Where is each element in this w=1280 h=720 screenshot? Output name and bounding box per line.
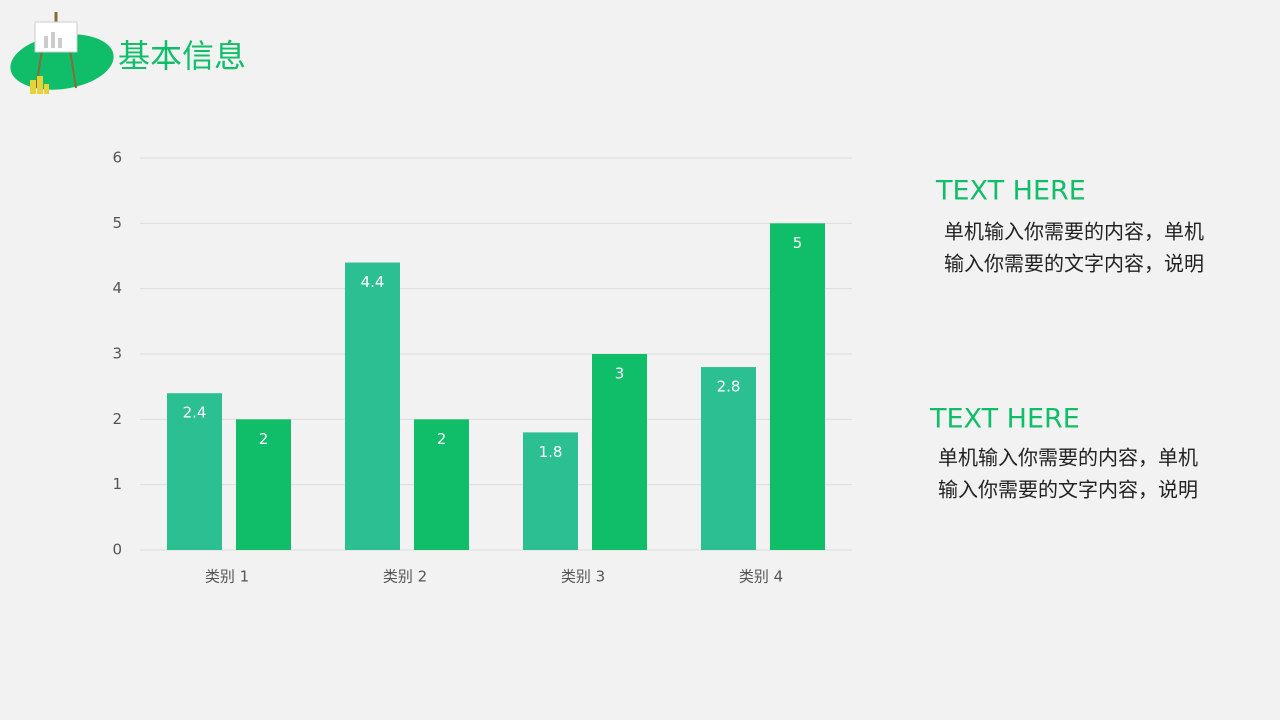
note-title: TEXT HERE — [929, 404, 1080, 435]
y-tick-label: 4 — [112, 279, 122, 297]
note-1: TEXT HERE 单机输入你需要的内容，单机 输入你需要的文字内容，说明 — [935, 176, 1204, 276]
value-label: 2.4 — [183, 404, 207, 422]
bar — [414, 419, 469, 550]
y-tick-label: 6 — [112, 149, 122, 167]
note-text: 单机输入你需要的内容，单机 — [938, 446, 1198, 470]
x-tick-label: 类别 3 — [561, 568, 605, 586]
note-title: TEXT HERE — [935, 176, 1086, 207]
note-text: 单机输入你需要的内容，单机 — [944, 220, 1204, 244]
y-tick-label: 5 — [112, 214, 122, 232]
x-tick-label: 类别 2 — [383, 568, 427, 586]
bar — [236, 419, 291, 550]
y-tick-label: 2 — [112, 410, 122, 428]
value-label: 2.8 — [717, 378, 741, 396]
value-label: 5 — [793, 234, 803, 252]
bar — [701, 367, 756, 550]
x-tick-label: 类别 1 — [205, 568, 249, 586]
value-label: 1.8 — [539, 443, 563, 461]
value-label: 2 — [437, 430, 447, 448]
note-text: 输入你需要的文字内容，说明 — [938, 478, 1198, 502]
slide-title: 基本信息 — [118, 37, 246, 75]
y-tick-label: 0 — [112, 541, 122, 559]
y-tick-label: 3 — [112, 345, 122, 363]
note-text: 输入你需要的文字内容，说明 — [944, 252, 1204, 276]
note-2: TEXT HERE 单机输入你需要的内容，单机 输入你需要的文字内容，说明 — [929, 404, 1198, 502]
bar — [592, 354, 647, 550]
bar — [770, 223, 825, 551]
value-label: 4.4 — [361, 273, 385, 291]
bar — [523, 432, 578, 550]
bar — [345, 262, 400, 550]
chart: 0 1 2 3 4 5 6 类别 1 2.4 2 类别 2 4.4 2 类别 3 1.8 3 类别 4 2.8 5 — [112, 149, 852, 586]
logo-icon — [10, 12, 114, 94]
x-tick-label: 类别 4 — [739, 568, 783, 586]
y-tick-label: 1 — [112, 475, 122, 493]
value-label: 3 — [615, 365, 625, 383]
bar — [167, 393, 222, 550]
value-label: 2 — [259, 430, 269, 448]
